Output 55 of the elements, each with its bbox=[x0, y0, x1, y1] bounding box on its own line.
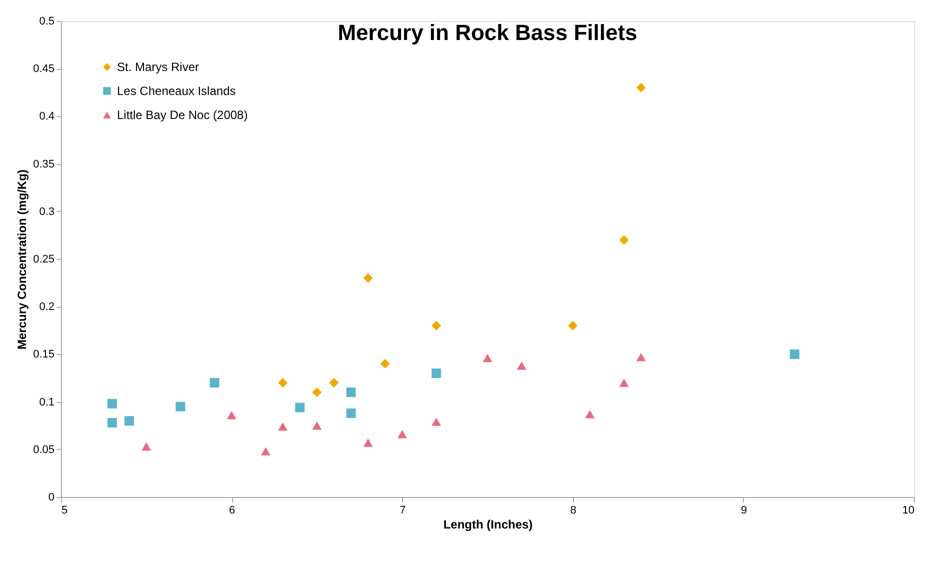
point bbox=[568, 320, 578, 330]
point bbox=[124, 416, 134, 426]
point bbox=[636, 82, 646, 92]
x-tick-label: 5 bbox=[62, 504, 68, 516]
x-tick-label: 6 bbox=[229, 504, 236, 516]
y-tick-label: 0.05 bbox=[33, 444, 54, 456]
point bbox=[636, 352, 646, 362]
point bbox=[312, 421, 322, 430]
point bbox=[397, 430, 407, 438]
point bbox=[516, 362, 526, 370]
point bbox=[619, 378, 629, 387]
point bbox=[346, 408, 356, 418]
x-tick-label: 7 bbox=[400, 504, 406, 516]
x-axis-title: Length (Inches) bbox=[443, 518, 533, 532]
point bbox=[329, 378, 339, 388]
y-tick-label: 0.1 bbox=[39, 396, 54, 408]
y-tick-label: 0.45 bbox=[33, 63, 54, 76]
point bbox=[278, 378, 288, 388]
y-tick-label: 0.2 bbox=[39, 301, 54, 314]
x-tick-label: 9 bbox=[740, 504, 747, 516]
point bbox=[432, 368, 442, 378]
x-tick-label: 10 bbox=[902, 504, 914, 516]
point bbox=[176, 402, 186, 412]
point bbox=[363, 273, 373, 283]
point bbox=[107, 418, 117, 428]
chart-title: Mercury in Rock Bass Fillets bbox=[338, 20, 638, 45]
y-tick-label: 0.15 bbox=[33, 348, 54, 361]
y-tick-label: 0.5 bbox=[39, 16, 54, 28]
point bbox=[346, 388, 356, 398]
point bbox=[142, 442, 152, 451]
point bbox=[482, 354, 492, 362]
point bbox=[432, 418, 442, 426]
point bbox=[295, 402, 305, 412]
legend-label: Little Bay De Noc (2008) bbox=[117, 108, 248, 122]
point bbox=[226, 411, 236, 420]
legend-label: St. Marys River bbox=[117, 60, 200, 74]
y-tick-label: 0.35 bbox=[33, 158, 54, 170]
y-tick-label: 0.25 bbox=[33, 254, 54, 266]
point bbox=[432, 320, 442, 330]
point bbox=[619, 235, 629, 245]
y-tick-label: 0.3 bbox=[39, 206, 54, 218]
point bbox=[585, 410, 595, 418]
point bbox=[312, 388, 322, 398]
point bbox=[107, 398, 117, 408]
point bbox=[210, 378, 220, 388]
legend-label: Les Cheneaux Islands bbox=[117, 84, 236, 98]
point bbox=[260, 447, 270, 456]
point bbox=[790, 349, 800, 359]
point bbox=[278, 422, 288, 431]
x-tick-label: 8 bbox=[570, 504, 576, 516]
point bbox=[380, 358, 390, 368]
y-tick-label: 0 bbox=[48, 492, 54, 504]
point bbox=[363, 438, 373, 447]
y-tick-label: 0.4 bbox=[39, 110, 54, 123]
y-axis-title: Mercury Concentration (mg/Kg) bbox=[15, 169, 30, 350]
